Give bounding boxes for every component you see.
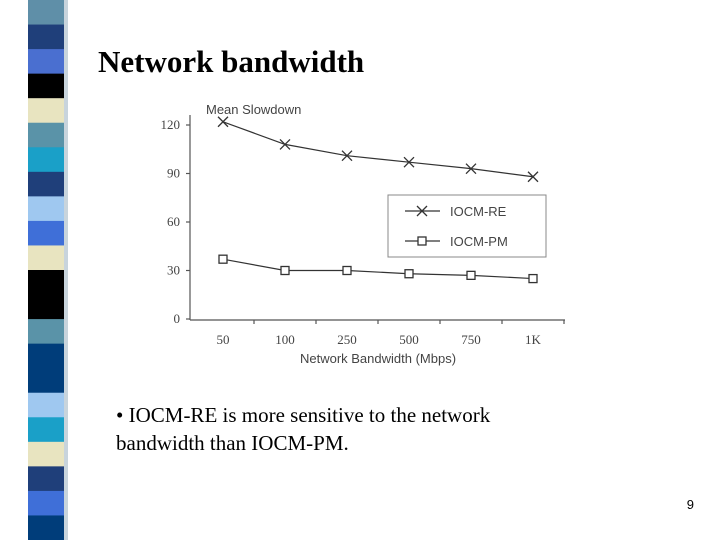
legend: IOCM-RE IOCM-PM [387,194,547,258]
x-tick-label: 500 [399,332,419,347]
x-tick-label: 250 [337,332,357,347]
stripe-block [28,490,64,516]
stripe-block [28,220,64,246]
stripe-edge [64,0,68,540]
stripe-block [28,392,64,418]
x-tick-label: 1K [525,332,542,347]
y-tick-label: 60 [167,214,180,229]
stripe-block [28,466,64,492]
y-tick-label: 120 [161,117,181,132]
marker [528,273,538,284]
stripe-block [28,417,64,443]
marker [217,116,229,128]
stripe-block [28,294,64,320]
legend-box [387,194,547,258]
bullet-line: bandwidth than IOCM-PM. [116,431,349,455]
stripe-block [28,515,64,540]
stripe-block [28,441,64,467]
series-line [222,121,534,178]
stripe-block [28,147,64,173]
legend-label: IOCM-RE [450,204,507,219]
stripe-block [28,368,64,394]
marker [404,269,414,279]
x-tick-label: 100 [275,332,295,347]
stripe-block [28,24,64,50]
y-axis-label: Mean Slowdown [206,102,301,117]
stripe-block [28,343,64,369]
y-tick-label: 0 [174,311,181,326]
stripe-block [28,122,64,148]
stripe-block [28,49,64,75]
y-tick-label: 30 [167,263,180,278]
marker [341,150,353,162]
marker [466,270,476,281]
x-axis-label: Network Bandwidth (Mbps) [300,351,456,366]
marker [218,254,228,264]
x-tick-label: 750 [461,332,481,347]
legend-label: IOCM-PM [450,234,508,249]
marker [527,171,539,183]
legend-marker [417,236,427,246]
marker [280,265,290,276]
decorative-stripe [28,0,68,540]
stripe-block [28,98,64,124]
stripe-block [28,171,64,197]
marker [465,163,477,175]
series-line [222,258,534,280]
stripe-block [28,319,64,345]
stripe-block [28,245,64,271]
marker [342,265,352,276]
page-number: 9 [687,497,694,512]
marker [403,156,415,168]
stripe-block [28,73,64,99]
stripe-block [28,270,64,296]
y-tick-label: 90 [167,166,180,181]
x-tick-label: 50 [217,332,230,347]
stripe-block [28,196,64,222]
chart: 0 30 60 90 120 50 100 250 500 750 1K Mean Slowdown N… [161,102,565,366]
slide-title: Network bandwidth [98,44,364,79]
bullet-line: • IOCM-RE is more sensitive to the netwo… [116,403,491,427]
legend-marker [416,205,428,217]
marker [279,138,291,150]
stripe-block [28,0,64,26]
